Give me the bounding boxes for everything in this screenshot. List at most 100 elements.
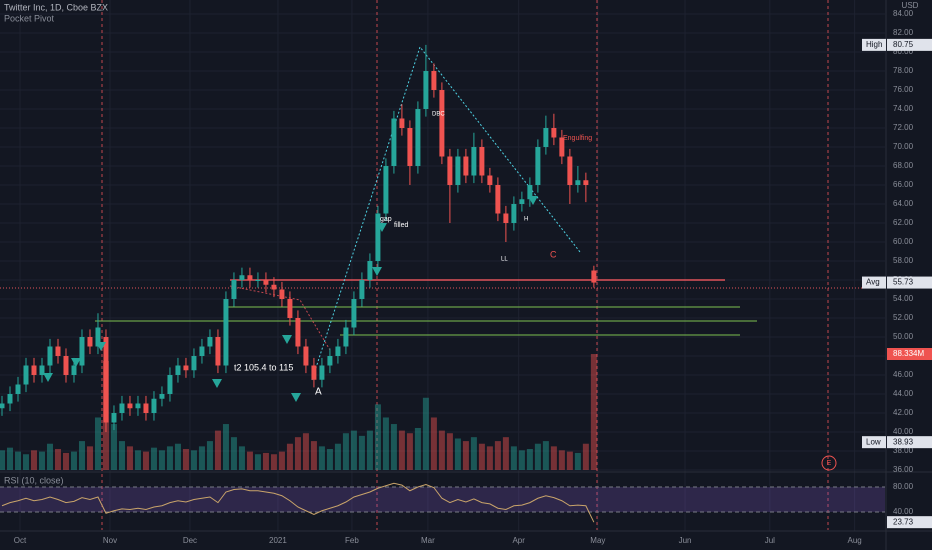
- rsi-pane: [0, 482, 885, 523]
- candle-body: [151, 398, 157, 413]
- volume-bar: [462, 441, 469, 470]
- y-tick-label: 58.00: [893, 256, 914, 265]
- pocket-pivot: [291, 393, 301, 402]
- volume-bar: [414, 427, 421, 470]
- candle-body: [191, 356, 197, 371]
- volume-bar: [150, 447, 157, 470]
- candle-body: [519, 199, 525, 204]
- volume-bar: [342, 433, 349, 470]
- candle-body: [87, 337, 93, 347]
- volume-bar: [542, 441, 549, 470]
- candle-body: [327, 356, 333, 366]
- annotation: DBC: [432, 112, 445, 118]
- candle-body: [175, 365, 181, 375]
- pocket-pivot: [43, 373, 53, 382]
- candle-body: [295, 318, 301, 347]
- pocket-pivot: [372, 267, 382, 276]
- candle-body: [119, 403, 125, 413]
- candle-body: [527, 185, 533, 200]
- annotation: LL: [501, 257, 508, 263]
- volume-bar: [142, 451, 149, 470]
- pocket-pivot: [282, 335, 292, 344]
- candle-body: [271, 284, 277, 290]
- volume-bar: [350, 430, 357, 470]
- volume-bar: [14, 451, 21, 470]
- rsi-title: RSI (10, close): [4, 475, 64, 485]
- volume-bar: [398, 430, 405, 470]
- candle-body: [375, 213, 381, 261]
- candle-body: [103, 337, 109, 423]
- badge-value: 80.75: [893, 40, 914, 49]
- volume-bar: [70, 451, 77, 470]
- volume-bar: [118, 441, 125, 470]
- candle-body: [455, 156, 461, 185]
- volume-bar: [198, 446, 205, 470]
- volume-bar: [478, 443, 485, 470]
- volume-bar: [574, 452, 581, 470]
- candle-body: [503, 213, 509, 223]
- y-tick-label: 72.00: [893, 123, 914, 132]
- candle-body: [159, 394, 165, 399]
- volume-bar: [238, 446, 245, 470]
- volume-bar: [158, 450, 165, 470]
- badge-value: 88.334M: [893, 349, 924, 358]
- volume-bar: [390, 424, 397, 470]
- badge-bg: [887, 436, 932, 449]
- drawings: [0, 0, 885, 530]
- x-tick-label: Mar: [421, 536, 435, 545]
- volume-bar: [222, 424, 229, 470]
- volume-bar: [430, 417, 437, 470]
- candle-body: [7, 394, 13, 404]
- y-tick-label: 42.00: [893, 408, 914, 417]
- badge-value: 38.93: [893, 437, 914, 446]
- volume-bar: [302, 433, 309, 470]
- candle-body: [351, 299, 357, 328]
- volume-bar: [110, 424, 117, 470]
- annotation: t2 105.4 to 115: [234, 362, 293, 372]
- badge-label-bg: [862, 276, 886, 289]
- candle-body: [431, 71, 437, 90]
- candle-body: [23, 365, 29, 385]
- badge-value: 23.73: [893, 517, 914, 526]
- candle-body: [215, 337, 221, 366]
- candle-body: [47, 346, 53, 366]
- badge-bg: [887, 348, 932, 360]
- candle-body: [55, 346, 61, 356]
- candle-body: [287, 299, 293, 318]
- rsi-line: [1, 482, 595, 523]
- x-tick-label: Feb: [345, 536, 359, 545]
- volume-bar: [190, 450, 197, 470]
- annotation: H: [524, 217, 528, 223]
- candle-body: [439, 90, 445, 157]
- chart-title: Twitter Inc, 1D, Cboe BZX: [4, 2, 108, 12]
- candle-body: [423, 71, 429, 109]
- x-tick-label: Aug: [847, 536, 861, 545]
- volume-bar: [294, 437, 301, 470]
- candle-body: [31, 365, 37, 375]
- x-tick-label: Apr: [512, 536, 525, 545]
- y-tick-label: 60.00: [893, 237, 914, 246]
- candle-body: [471, 147, 477, 176]
- volume-bar: [246, 451, 253, 470]
- volume-bar: [446, 433, 453, 470]
- candle-body: [247, 275, 253, 280]
- volume-bar: [46, 443, 53, 470]
- rsi-tick-label: 80.00: [893, 482, 914, 491]
- badge-bg: [887, 516, 932, 529]
- candle-body: [575, 180, 581, 185]
- y-tick-label: 40.00: [893, 427, 914, 436]
- candle-body: [583, 180, 589, 185]
- candle-body: [567, 156, 573, 185]
- badge-bg: [887, 276, 932, 289]
- badge-label: Low: [866, 437, 881, 446]
- volume-bar: [166, 446, 173, 470]
- volume: [0, 354, 597, 470]
- candle-body: [335, 346, 341, 356]
- y-tick-label: 68.00: [893, 161, 914, 170]
- y-tick-label: 70.00: [893, 142, 914, 151]
- volume-bar: [286, 443, 293, 470]
- y-tick-label: 52.00: [893, 313, 914, 322]
- volume-bar: [558, 450, 565, 470]
- volume-bar: [54, 448, 61, 470]
- volume-bar: [366, 430, 373, 470]
